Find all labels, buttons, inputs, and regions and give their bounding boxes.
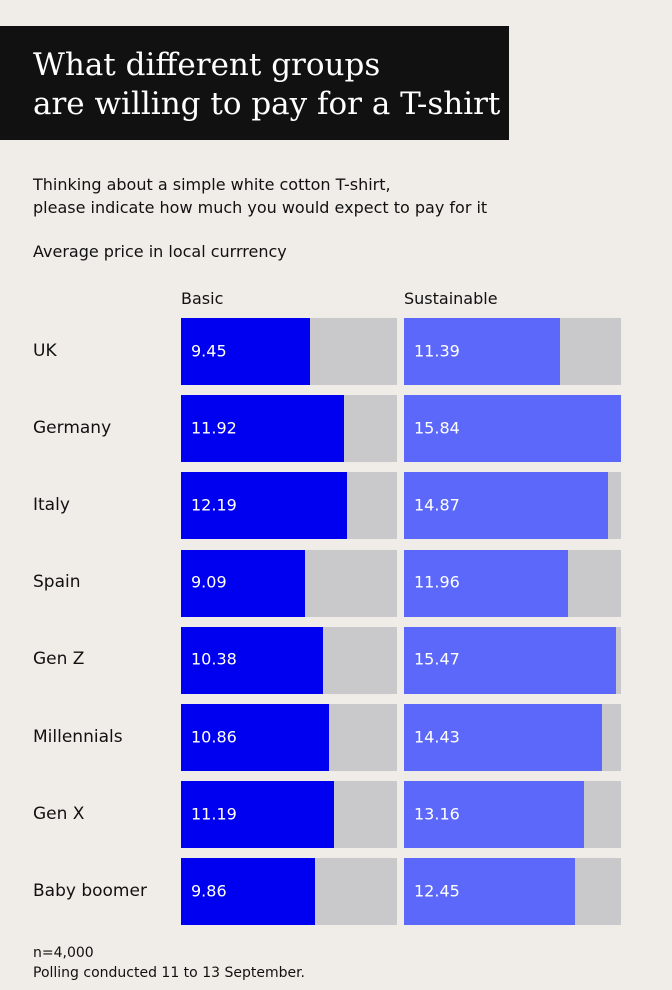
bar-basic-gen-x: 11.19 <box>181 781 334 849</box>
bar-sustainable-uk: 11.39 <box>404 318 561 385</box>
category-label-uk: UK <box>33 340 57 361</box>
data-label-sustainable-spain: 11.96 <box>414 572 460 592</box>
bar-basic-baby-boomer: 9.86 <box>181 858 316 926</box>
subtitle-line-1: Thinking about a simple white cotton T-s… <box>33 175 391 194</box>
bar-basic-italy: 12.19 <box>181 472 348 540</box>
bar-track-sustainable-germany: 15.84 <box>404 395 621 463</box>
bar-track-basic-italy: 12.19 <box>181 472 397 540</box>
bar-track-sustainable-gen-x: 13.16 <box>404 781 621 849</box>
bar-basic-millennials: 10.86 <box>181 704 330 771</box>
bar-sustainable-gen-z: 15.47 <box>404 626 616 694</box>
column-header-basic: Basic <box>181 289 224 308</box>
bar-track-sustainable-gen-z: 15.47 <box>404 626 621 694</box>
data-label-sustainable-millennials: 14.43 <box>414 727 460 747</box>
bar-basic-uk: 9.45 <box>181 318 310 385</box>
bar-track-basic-gen-x: 11.19 <box>181 781 397 849</box>
chart-title-line-2: are willing to pay for a T-shirt <box>33 86 501 122</box>
bar-track-basic-germany: 11.92 <box>181 395 397 463</box>
bar-track-sustainable-baby-boomer: 12.45 <box>404 858 621 926</box>
subtitle-line-2: please indicate how much you would expec… <box>33 198 488 217</box>
category-label-gen-z: Gen Z <box>33 649 85 670</box>
bar-basic-gen-z: 10.38 <box>181 626 323 694</box>
bar-sustainable-germany: 15.84 <box>404 395 621 463</box>
data-label-basic-baby-boomer: 9.86 <box>191 881 227 901</box>
data-label-basic-italy: 12.19 <box>191 495 237 515</box>
bar-sustainable-millennials: 14.43 <box>404 704 602 771</box>
data-label-basic-germany: 11.92 <box>191 418 237 438</box>
data-label-sustainable-baby-boomer: 12.45 <box>414 881 460 901</box>
polling-dates-note: Polling conducted 11 to 13 September. <box>33 965 306 981</box>
data-label-sustainable-gen-x: 13.16 <box>414 804 460 824</box>
title-banner: What different groups are willing to pay… <box>0 26 509 140</box>
bar-track-sustainable-uk: 11.39 <box>404 318 621 385</box>
bar-track-sustainable-spain: 11.96 <box>404 549 621 617</box>
data-label-basic-spain: 9.09 <box>191 572 227 592</box>
category-label-millennials: Millennials <box>33 726 123 747</box>
bar-track-basic-spain: 9.09 <box>181 549 397 617</box>
category-label-baby-boomer: Baby boomer <box>33 880 147 901</box>
bar-sustainable-italy: 14.87 <box>404 472 608 540</box>
unit-note: Average price in local currrency <box>33 242 287 261</box>
chart-title-line-1: What different groups <box>33 47 381 83</box>
data-label-sustainable-germany: 15.84 <box>414 418 460 438</box>
sample-size-note: n=4,000 <box>33 945 94 961</box>
bar-sustainable-gen-x: 13.16 <box>404 781 585 849</box>
bar-track-basic-uk: 9.45 <box>181 318 397 385</box>
bar-basic-spain: 9.09 <box>181 549 305 617</box>
category-label-gen-x: Gen X <box>33 803 85 824</box>
data-label-basic-millennials: 10.86 <box>191 727 237 747</box>
bar-sustainable-spain: 11.96 <box>404 549 568 617</box>
bar-track-sustainable-italy: 14.87 <box>404 472 621 540</box>
bar-track-basic-millennials: 10.86 <box>181 704 397 771</box>
bar-basic-germany: 11.92 <box>181 395 344 463</box>
bar-track-sustainable-millennials: 14.43 <box>404 704 621 771</box>
category-label-germany: Germany <box>33 417 112 438</box>
data-label-sustainable-gen-z: 15.47 <box>414 649 460 669</box>
bar-track-basic-baby-boomer: 9.86 <box>181 858 397 926</box>
bar-track-basic-gen-z: 10.38 <box>181 626 397 694</box>
data-label-basic-gen-z: 10.38 <box>191 649 237 669</box>
category-label-spain: Spain <box>33 572 81 593</box>
footnote: n=4,000 Polling conducted 11 to 13 Septe… <box>33 943 305 983</box>
bar-sustainable-baby-boomer: 12.45 <box>404 858 575 926</box>
column-header-sustainable: Sustainable <box>404 289 498 308</box>
data-label-basic-uk: 9.45 <box>191 341 227 361</box>
data-label-basic-gen-x: 11.19 <box>191 804 237 824</box>
data-label-sustainable-italy: 14.87 <box>414 495 460 515</box>
category-label-italy: Italy <box>33 494 70 515</box>
data-label-sustainable-uk: 11.39 <box>414 341 460 361</box>
chart-subtitle: Thinking about a simple white cotton T-s… <box>33 173 487 219</box>
